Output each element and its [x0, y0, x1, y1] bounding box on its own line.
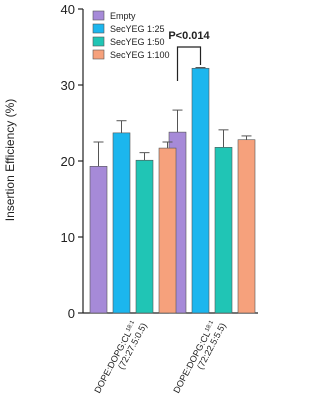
y-axis-label: Insertion Efficiency (%)	[3, 99, 17, 222]
bar	[112, 132, 131, 314]
category-superscript: 18:1	[125, 319, 136, 333]
chart: Insertion Efficiency (%) 010203040DOPE:D…	[3, 2, 258, 395]
y-tick-label: 20	[61, 154, 75, 169]
bar	[158, 147, 177, 314]
y-tick-label: 10	[61, 230, 75, 245]
legend-swatch	[92, 36, 105, 47]
category-superscript: 18:1	[204, 319, 215, 333]
y-tick-label: 0	[68, 306, 75, 321]
legend-label: SecYEG 1:25	[110, 24, 165, 34]
significance-bracket	[176, 46, 202, 81]
bar	[214, 147, 233, 314]
bar	[191, 67, 210, 314]
bar	[237, 139, 256, 314]
legend-swatch	[92, 23, 105, 34]
legend-label: Empty	[110, 11, 136, 21]
legend-swatch	[92, 49, 105, 60]
legend-swatch	[92, 10, 105, 21]
legend-label: SecYEG 1:50	[110, 37, 165, 47]
bar	[89, 166, 108, 314]
annotation: P<0.014	[168, 30, 210, 42]
y-tick-label: 40	[61, 2, 75, 17]
y-tick-label: 30	[61, 78, 75, 93]
bar	[135, 159, 154, 314]
legend-label: SecYEG 1:100	[110, 50, 170, 60]
